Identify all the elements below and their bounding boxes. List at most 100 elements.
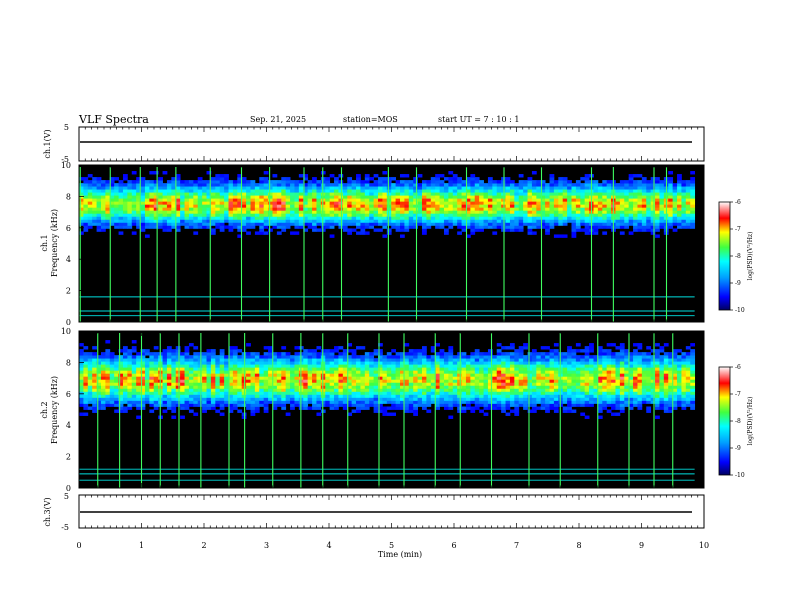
spectrogram-cell xyxy=(571,213,577,217)
spectrogram-cell xyxy=(435,373,440,377)
spectrogram-cell xyxy=(452,174,458,178)
spectrogram-cell xyxy=(109,361,115,365)
spectrogram-cell xyxy=(457,391,462,395)
spectrogram-cell xyxy=(232,370,238,374)
spectrogram-cell xyxy=(562,210,568,214)
spectrogram-cell xyxy=(109,355,115,359)
spectrogram-cell xyxy=(465,403,471,407)
spectrogram-cell xyxy=(92,391,97,395)
spectrogram-cell xyxy=(122,367,128,371)
spectrogram-cell xyxy=(162,394,168,398)
spectrogram-cell xyxy=(571,198,577,202)
spectrogram-cell xyxy=(272,406,278,410)
spectrogram-cell xyxy=(439,180,445,184)
spectrogram-cell xyxy=(268,201,273,205)
spectrogram-cell xyxy=(312,222,317,226)
spectrogram-cell xyxy=(465,204,471,208)
spectrogram-cell xyxy=(338,195,344,199)
spectrogram-cell xyxy=(175,201,181,205)
spectrogram-cell xyxy=(628,198,634,202)
spectrogram-cell xyxy=(312,349,317,353)
spectrogram-cell xyxy=(118,394,124,398)
spectrogram-cell xyxy=(584,195,590,199)
spectrogram-cell xyxy=(421,192,427,196)
spectrogram-cell xyxy=(114,204,119,208)
spectrogram-cell xyxy=(290,207,295,211)
spectrogram-cell xyxy=(395,385,401,389)
spectrogram-cell xyxy=(474,373,480,377)
spectrogram-cell xyxy=(268,228,273,232)
spectrogram-cell xyxy=(378,183,383,187)
spectrogram-cell xyxy=(386,370,392,374)
spectrogram-cell xyxy=(672,219,678,223)
spectrogram-cell xyxy=(408,183,414,187)
spectrogram-cell xyxy=(483,361,489,365)
spectrogram-cell xyxy=(386,376,392,380)
spectrogram-cell xyxy=(474,180,480,184)
spectrogram-cell xyxy=(509,192,515,196)
spectrogram-cell xyxy=(650,201,656,205)
spectrogram-cell xyxy=(575,198,581,202)
spectrogram-cell xyxy=(268,400,273,404)
spectrogram-cell xyxy=(197,192,203,196)
spectrogram-cell xyxy=(408,355,414,359)
spectrogram-cell xyxy=(633,228,638,232)
spectrogram-cell xyxy=(254,195,260,199)
spectrogram-cell xyxy=(219,210,225,214)
spectrogram-cell xyxy=(461,195,467,199)
spectrogram-cell xyxy=(470,361,476,365)
spectrogram-cell xyxy=(87,406,93,410)
spectrogram-cell xyxy=(518,385,524,389)
spectrogram-cell xyxy=(364,231,370,235)
spectrogram-cell xyxy=(193,367,199,371)
spectrogram-cell xyxy=(378,376,383,380)
spectrogram-cell xyxy=(114,201,119,205)
spectrogram-cell xyxy=(351,403,357,407)
spectrogram-cell xyxy=(307,180,313,184)
spectrogram-cell xyxy=(175,177,181,181)
spectrogram-cell xyxy=(276,400,282,404)
spectrogram-cell xyxy=(553,201,559,205)
spectrogram-cell xyxy=(79,385,84,389)
spectrogram-cell xyxy=(210,367,216,371)
spectrogram-cell xyxy=(206,189,212,193)
spectrogram-cell xyxy=(439,397,445,401)
spectrogram-cell xyxy=(109,213,115,217)
spectrogram-cell xyxy=(96,222,102,226)
spectrogram-cell xyxy=(100,207,106,211)
spectrogram-cell xyxy=(584,201,590,205)
spectrogram-cell xyxy=(373,195,379,199)
spectrogram-cell xyxy=(224,174,229,178)
spectrogram-cell xyxy=(342,189,348,193)
spectrogram-cell xyxy=(448,195,454,199)
spectrogram-cell xyxy=(224,192,229,196)
spectrogram-cell xyxy=(254,207,260,211)
spectrogram-cell xyxy=(215,204,221,208)
spectrogram-cell xyxy=(158,219,163,223)
spectrogram-cell xyxy=(413,189,418,193)
spectrogram-cell xyxy=(210,207,216,211)
spectrogram-cell xyxy=(219,195,225,199)
spectrogram-cell xyxy=(509,198,515,202)
spectrogram-cell xyxy=(87,379,93,383)
spectrogram-cell xyxy=(79,204,84,208)
spectrogram-cell xyxy=(531,367,537,371)
spectrogram-cell xyxy=(527,216,533,220)
spectrogram-cell xyxy=(395,373,401,377)
spectrogram-cell xyxy=(281,358,287,362)
spectrogram-cell xyxy=(210,189,216,193)
spectrogram-cell xyxy=(285,388,291,392)
spectrogram-cell xyxy=(118,219,124,223)
spectrogram-cell xyxy=(114,213,119,217)
spectrogram-cell xyxy=(382,216,388,220)
spectrogram-cell xyxy=(254,204,260,208)
spectrogram-cell xyxy=(250,358,256,362)
spectrogram-cell xyxy=(166,382,172,386)
spectrogram-cell xyxy=(127,225,133,229)
spectrogram-cell xyxy=(215,409,221,413)
spectrogram-cell xyxy=(369,213,375,217)
spectrogram-cell xyxy=(162,222,168,226)
spectrogram-cell xyxy=(219,174,225,178)
spectrogram-cell xyxy=(290,192,295,196)
spectrogram-cell xyxy=(114,382,119,386)
